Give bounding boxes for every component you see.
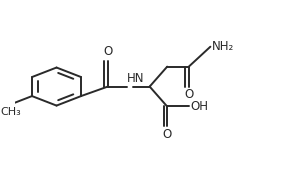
Text: O: O <box>162 128 172 141</box>
Text: NH₂: NH₂ <box>212 40 234 53</box>
Text: HN: HN <box>127 72 145 85</box>
Text: O: O <box>184 88 193 101</box>
Text: O: O <box>103 45 112 58</box>
Text: CH₃: CH₃ <box>1 107 21 117</box>
Text: OH: OH <box>190 100 208 113</box>
